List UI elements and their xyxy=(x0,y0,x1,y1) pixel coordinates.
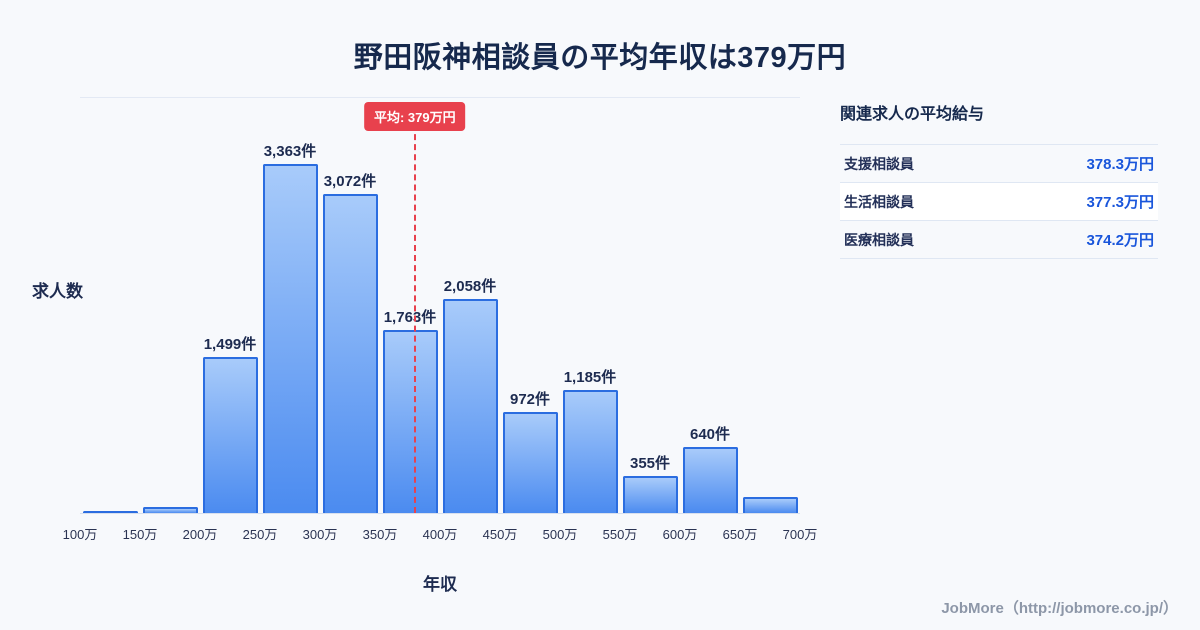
histogram-bar xyxy=(262,164,318,513)
histogram-bin xyxy=(80,98,140,513)
x-tick-label: 200万 xyxy=(182,527,218,542)
x-tick-label: 150万 xyxy=(122,527,158,542)
job-title: 医療相談員 xyxy=(844,231,914,248)
x-tick-label: 400万 xyxy=(422,527,458,542)
histogram-bar xyxy=(322,194,378,513)
histogram-bar xyxy=(142,506,198,513)
histogram-bin: 3,363件 xyxy=(260,98,320,513)
x-tick-label: 250万 xyxy=(242,527,278,542)
panel-rows: 支援相談員 378.3万円 生活相談員 377.3万円 医療相談員 374.2万… xyxy=(840,144,1158,259)
job-title: 生活相談員 xyxy=(844,193,914,210)
plot-area: 1,499件 3,363件 3,072件 1,763件 2,058件 972件 1,185件… xyxy=(80,97,800,514)
histogram-bar xyxy=(82,510,138,513)
histogram-bar xyxy=(682,446,738,513)
panel-row: 医療相談員 374.2万円 xyxy=(840,221,1158,259)
histogram-bin xyxy=(140,98,200,513)
job-salary: 377.3万円 xyxy=(1086,194,1154,211)
x-tick-label: 350万 xyxy=(362,527,398,542)
bar-value-label: 355件 xyxy=(629,455,671,473)
histogram-bin: 355件 xyxy=(620,98,680,513)
related-jobs-panel: 関連求人の平均給与 支援相談員 378.3万円 生活相談員 377.3万円 医療… xyxy=(840,100,1158,259)
salary-histogram: 1,499件 3,363件 3,072件 1,763件 2,058件 972件 1,185件… xyxy=(63,97,818,542)
panel-row: 生活相談員 377.3万円 xyxy=(840,183,1158,221)
histogram-bin: 1,185件 xyxy=(560,98,620,513)
bar-value-label: 972件 xyxy=(509,391,551,409)
x-tick-label: 550万 xyxy=(602,527,638,542)
x-tick-label: 700万 xyxy=(782,527,818,542)
bar-value-label: 640件 xyxy=(689,425,731,443)
histogram-bar xyxy=(502,412,558,513)
x-tick-label: 450万 xyxy=(482,527,518,542)
histogram-bin: 2,058件 xyxy=(440,98,500,513)
histogram-bar xyxy=(442,299,498,513)
average-dashed-line xyxy=(413,124,416,513)
footer-credit: JobMore（http://jobmore.co.jp/） xyxy=(941,600,1178,617)
x-tick-label: 650万 xyxy=(722,527,758,542)
histogram-bar xyxy=(382,330,438,513)
x-tick-label: 600万 xyxy=(662,527,698,542)
y-axis-label: 求人数 xyxy=(32,282,83,301)
x-axis-label: 年収 xyxy=(423,575,457,594)
x-tick-label: 500万 xyxy=(542,527,578,542)
bar-value-label: 3,072件 xyxy=(323,173,377,191)
histogram-bin xyxy=(740,98,800,513)
x-tick-label: 300万 xyxy=(302,527,338,542)
histogram-bar xyxy=(562,390,618,513)
bars-container: 1,499件 3,363件 3,072件 1,763件 2,058件 972件 1,185件… xyxy=(80,98,800,513)
page-title: 野田阪神相談員の平均年収は379万円 xyxy=(353,42,847,74)
panel-row: 支援相談員 378.3万円 xyxy=(840,145,1158,183)
bar-value-label: 2,058件 xyxy=(443,278,497,296)
average-badge: 平均: 379万円 xyxy=(363,102,466,131)
histogram-bin: 972件 xyxy=(500,98,560,513)
histogram-bin: 1,499件 xyxy=(200,98,260,513)
x-axis-ticks: 100万 150万 200万 250万 300万 350万 400万 450万 500万 550万… xyxy=(63,524,818,542)
bar-value-label: 3,363件 xyxy=(263,143,317,161)
bar-value-label: 1,185件 xyxy=(563,369,617,387)
bar-value-label: 1,763件 xyxy=(383,309,437,327)
panel-heading: 関連求人の平均給与 xyxy=(840,106,985,123)
x-tick-label: 100万 xyxy=(62,527,98,542)
histogram-bar xyxy=(202,357,258,513)
histogram-bin: 1,763件 xyxy=(380,98,440,513)
job-salary: 374.2万円 xyxy=(1086,232,1154,249)
histogram-bar xyxy=(622,476,678,513)
job-title: 支援相談員 xyxy=(844,155,914,172)
histogram-bin: 3,072件 xyxy=(320,98,380,513)
bar-value-label: 1,499件 xyxy=(203,336,257,354)
histogram-bar xyxy=(742,497,798,513)
histogram-bin: 640件 xyxy=(680,98,740,513)
job-salary: 378.3万円 xyxy=(1086,156,1154,173)
